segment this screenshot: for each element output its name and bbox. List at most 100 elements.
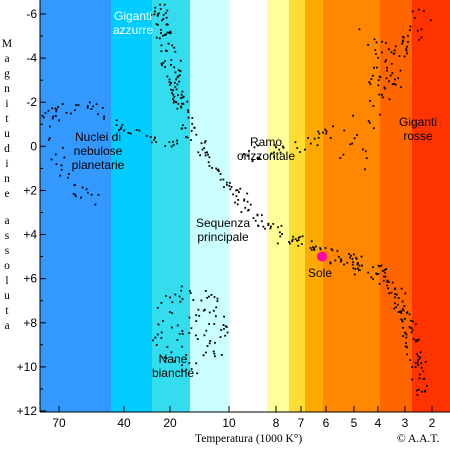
star-point <box>174 50 177 53</box>
star-point <box>59 174 62 177</box>
star-point <box>162 320 164 322</box>
y-axis-label-letter: a <box>4 215 10 227</box>
star-point <box>171 92 173 94</box>
star-point <box>422 10 425 12</box>
star-point <box>258 157 261 160</box>
star-point <box>165 357 168 360</box>
star-point <box>411 10 414 13</box>
star-point <box>386 66 388 69</box>
star-point <box>385 59 387 62</box>
star-point <box>343 263 345 266</box>
star-point <box>206 345 209 347</box>
star-point <box>74 109 76 112</box>
star-point <box>310 240 313 243</box>
star-point <box>253 146 256 149</box>
star-point <box>51 107 54 110</box>
y-tick-label: +12 <box>17 404 38 418</box>
star-point <box>254 219 257 222</box>
star-point <box>296 239 298 242</box>
star-point <box>166 31 169 34</box>
star-point <box>154 10 156 13</box>
star-point <box>393 52 396 55</box>
star-point <box>222 178 225 181</box>
star-point <box>367 44 369 46</box>
star-point <box>234 201 236 204</box>
star-point <box>281 233 283 235</box>
star-point <box>330 248 333 251</box>
star-point <box>157 23 159 26</box>
star-point <box>166 50 168 52</box>
star-point <box>405 333 408 336</box>
star-point <box>264 227 266 230</box>
star-point <box>424 361 427 363</box>
y-axis-label-letter: d <box>4 143 10 155</box>
star-point <box>420 36 423 39</box>
star-point <box>242 153 245 155</box>
star-point <box>278 148 281 151</box>
star-point <box>217 168 220 171</box>
star-point <box>395 293 398 296</box>
star-point <box>115 119 118 122</box>
star-point <box>391 281 394 284</box>
star-point <box>364 150 367 153</box>
star-point <box>299 236 301 238</box>
star-point <box>399 310 401 313</box>
star-point <box>313 248 315 251</box>
star-point <box>156 333 159 336</box>
star-point <box>401 300 404 303</box>
star-point <box>178 295 181 298</box>
star-point <box>173 99 175 102</box>
star-point <box>375 272 378 275</box>
star-point <box>121 123 124 126</box>
star-point <box>394 296 396 299</box>
star-point <box>273 151 275 154</box>
star-point <box>420 366 423 369</box>
star-point <box>181 333 184 335</box>
star-point <box>61 146 64 149</box>
star-point <box>401 319 404 322</box>
star-point <box>387 48 390 51</box>
star-point <box>382 275 385 278</box>
star-point <box>409 359 412 361</box>
star-point <box>406 52 408 55</box>
star-point <box>267 224 270 226</box>
star-point <box>208 165 211 167</box>
star-point <box>155 23 158 26</box>
star-point <box>310 249 313 251</box>
star-point <box>219 178 222 181</box>
star-point <box>307 137 309 139</box>
star-point <box>421 390 424 393</box>
star-point <box>338 255 340 258</box>
star-point <box>358 28 361 31</box>
star-point <box>390 51 393 54</box>
star-point <box>414 362 417 364</box>
star-point <box>52 115 54 118</box>
star-point <box>277 226 279 229</box>
star-point <box>377 79 380 82</box>
star-point <box>154 6 157 9</box>
star-point <box>243 199 245 202</box>
annotation-sole: Sole <box>307 266 333 280</box>
star-point <box>203 141 206 144</box>
star-point <box>175 101 177 103</box>
color-band <box>267 0 289 412</box>
star-point <box>177 75 179 78</box>
star-point <box>160 28 162 31</box>
star-point <box>381 270 384 272</box>
star-point <box>150 14 153 16</box>
star-point <box>313 137 316 140</box>
star-point <box>171 301 174 304</box>
star-point <box>372 127 375 130</box>
star-point <box>394 302 396 305</box>
star-point <box>378 113 381 116</box>
star-point <box>402 307 404 310</box>
star-point <box>179 74 181 77</box>
star-point <box>152 339 154 342</box>
star-point <box>353 273 356 276</box>
star-point <box>364 168 366 171</box>
star-point <box>405 345 408 348</box>
x-tick-label: 10 <box>222 416 236 430</box>
star-point <box>369 100 371 102</box>
y-tick-label: -6 <box>26 7 37 21</box>
star-point <box>414 340 417 343</box>
